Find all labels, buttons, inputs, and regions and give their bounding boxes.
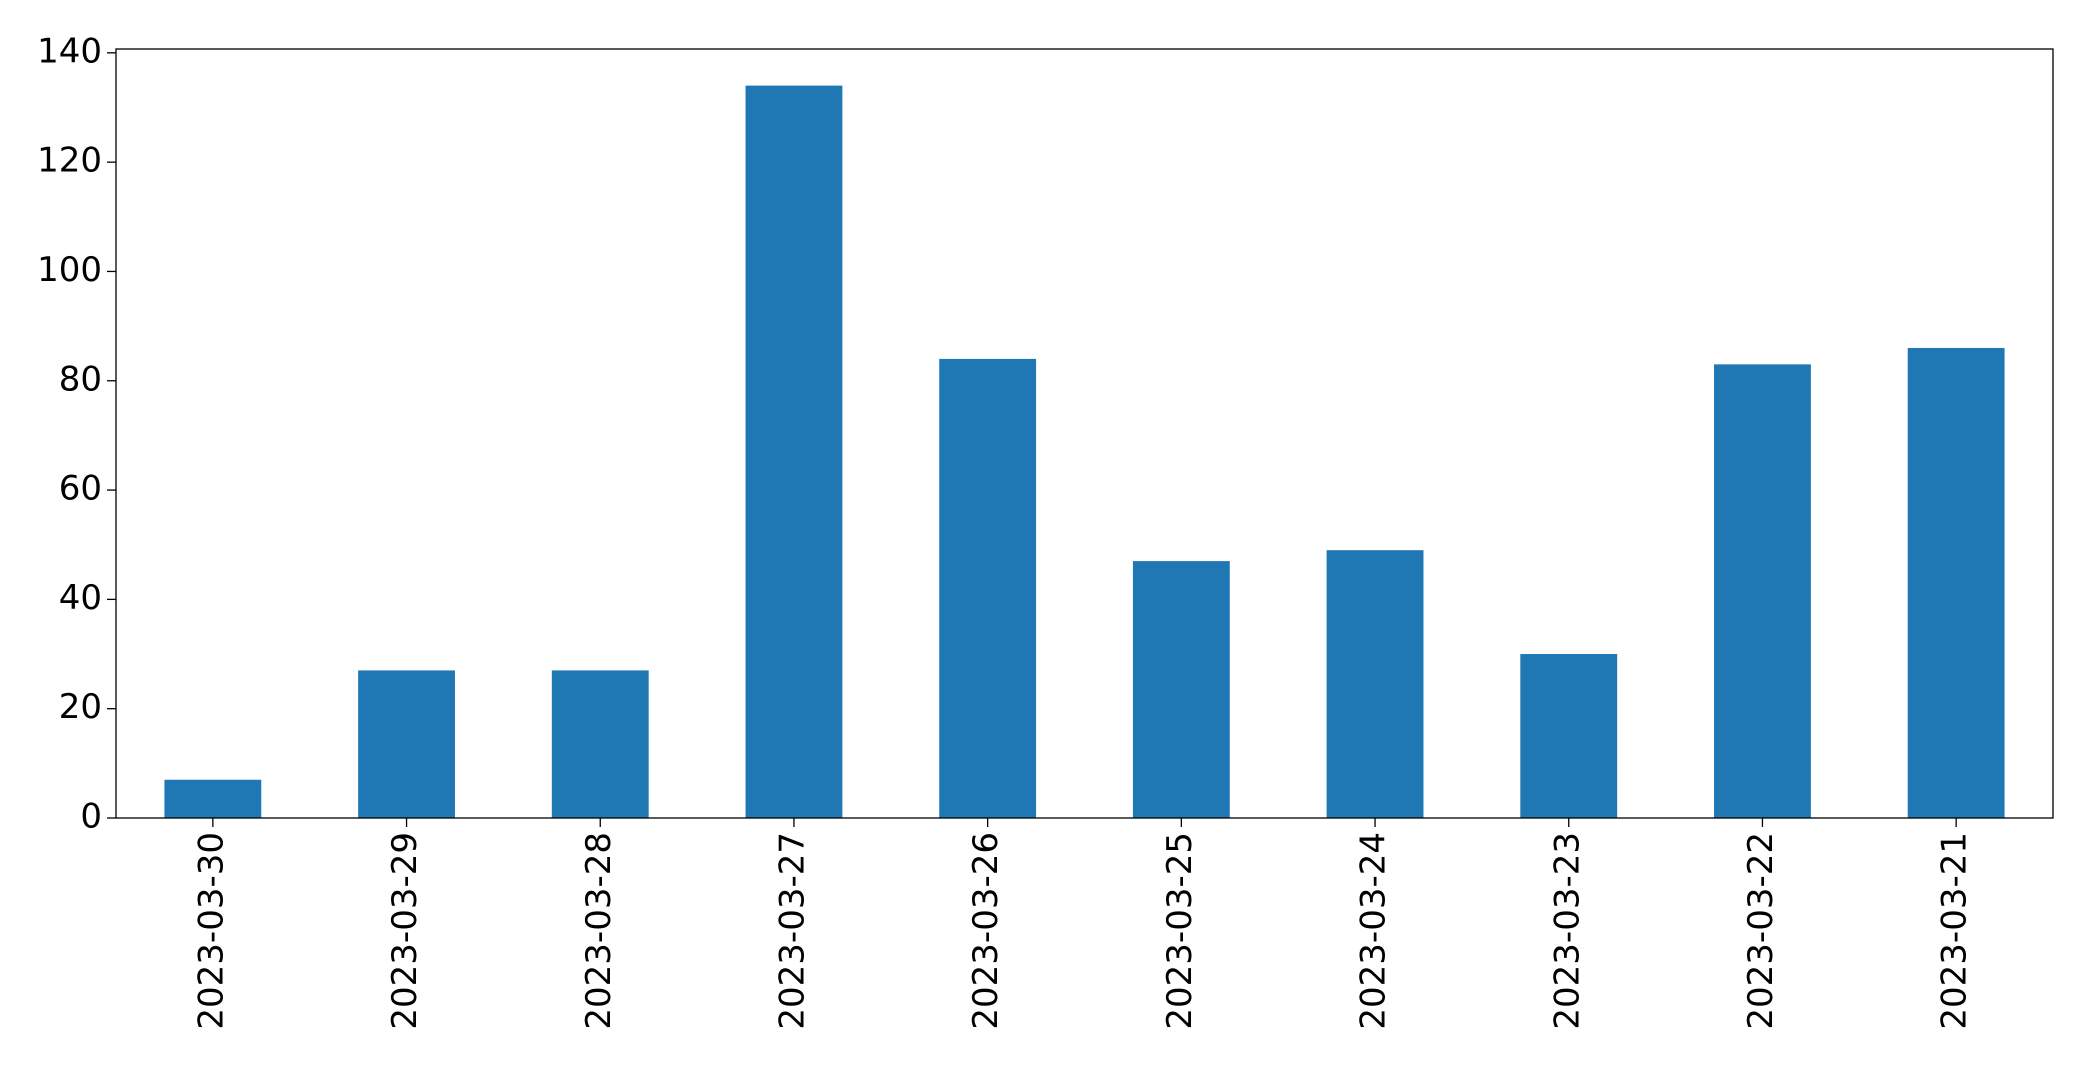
x-tick-label: 2023-03-23: [1547, 832, 1587, 1030]
y-tick-label: 0: [80, 797, 102, 837]
y-tick-label: 140: [37, 31, 102, 71]
bar: [1520, 654, 1618, 818]
x-tick-label: 2023-03-27: [772, 832, 812, 1030]
x-tick-label: 2023-03-30: [191, 832, 231, 1030]
x-tick-label: 2023-03-21: [1935, 832, 1975, 1030]
bar: [1132, 561, 1230, 818]
bar: [358, 670, 455, 818]
x-tick-label: 2023-03-28: [579, 832, 619, 1030]
x-tick-label: 2023-03-22: [1741, 832, 1781, 1030]
y-tick-label: 120: [37, 141, 102, 181]
y-tick-label: 60: [59, 469, 102, 509]
y-tick-label: 100: [37, 250, 102, 290]
x-tick-label: 2023-03-24: [1354, 832, 1394, 1030]
bar: [164, 779, 262, 818]
bar: [1907, 347, 2005, 818]
bar: [551, 670, 649, 818]
x-tick-label: 2023-03-26: [966, 832, 1006, 1030]
bar: [745, 85, 843, 819]
bar: [1714, 364, 1811, 818]
x-tick-label: 2023-03-29: [385, 832, 425, 1030]
x-tick-label: 2023-03-25: [1160, 832, 1200, 1030]
plot-frame: [115, 48, 2054, 819]
y-tick-label: 40: [59, 578, 102, 618]
bar: [1326, 550, 1424, 818]
bar: [939, 358, 1037, 818]
y-tick-label: 80: [59, 359, 102, 399]
y-tick-label: 20: [59, 687, 102, 727]
